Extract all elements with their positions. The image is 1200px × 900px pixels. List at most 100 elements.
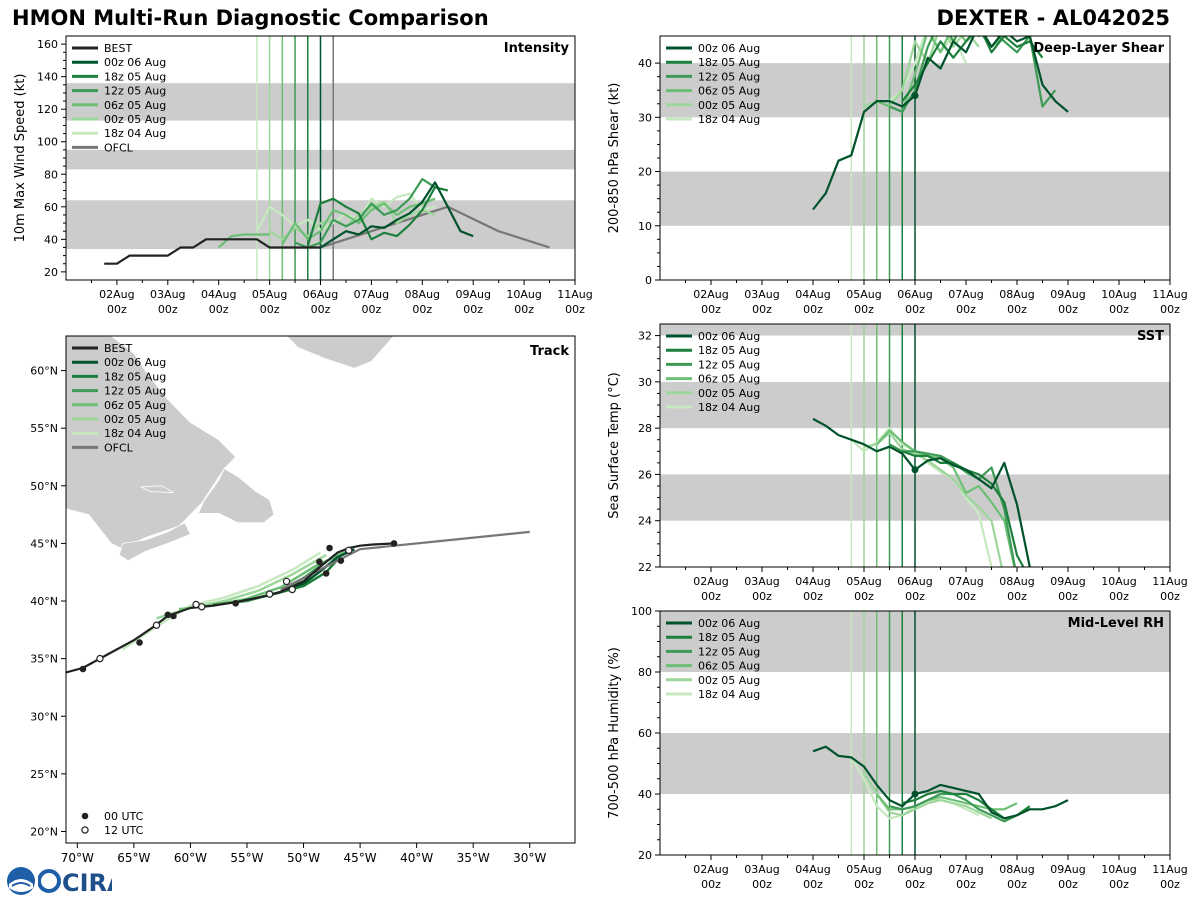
intensity-xtick-sublabel-2: 00z <box>209 303 229 316</box>
sst-xtick-label-3: 05Aug <box>846 575 881 588</box>
shear-xtick-label-3: 05Aug <box>846 288 881 301</box>
shear-xtick-sublabel-6: 00z <box>1007 303 1027 316</box>
track-ytick-label-1: 25°N <box>30 768 58 781</box>
sst-legend-label-3: 06z 05 Aug <box>698 373 760 386</box>
sst-xtick-label-0: 02Aug <box>693 575 728 588</box>
track-xtick-label-0: 70°W <box>61 851 94 865</box>
rh-series-line-1 <box>902 789 1031 820</box>
track-dot-00utc-4 <box>322 570 330 577</box>
track-dot-00utc-6 <box>337 557 345 564</box>
sst-xtick-sublabel-7: 00z <box>1058 590 1078 603</box>
intensity-legend-label-1: 00z 06 Aug <box>104 56 166 69</box>
intensity-legend-label-4: 06z 05 Aug <box>104 99 166 112</box>
rh-xtick-sublabel-7: 00z <box>1058 878 1078 891</box>
rh-xtick-sublabel-6: 00z <box>1007 878 1027 891</box>
sst-ytick-label-4: 30 <box>638 376 652 389</box>
shear-xtick-label-8: 10Aug <box>1101 288 1136 301</box>
cira-logo-icon: CIRA <box>38 869 112 896</box>
track-dot-00utc-7 <box>390 540 398 547</box>
sst-xtick-label-1: 03Aug <box>744 575 779 588</box>
track-legend-label-6: 18z 04 Aug <box>104 427 166 440</box>
track-xtick-label-3: 55°W <box>230 851 263 865</box>
intensity-legend-label-5: 00z 05 Aug <box>104 113 166 126</box>
intensity-series-line-3 <box>294 178 436 249</box>
track-xtick-label-2: 60°W <box>174 851 207 865</box>
sst-xtick-sublabel-2: 00z <box>803 590 823 603</box>
sst-ytick-label-0: 22 <box>638 561 652 574</box>
track-ytick-label-0: 20°N <box>30 825 58 838</box>
intensity-xtick-label-6: 08Aug <box>405 288 440 301</box>
sst-xtick-sublabel-1: 00z <box>752 590 772 603</box>
sst-xtick-sublabel-5: 00z <box>956 590 976 603</box>
track-plot-area <box>66 336 530 674</box>
sst-series-line-4 <box>863 431 1003 567</box>
intensity-plot-area <box>66 36 575 280</box>
intensity-ytick-label-2: 60 <box>44 201 58 214</box>
intensity-ylabel: 10m Max Wind Speed (kt) <box>13 74 28 243</box>
track-ytick-label-8: 60°N <box>30 365 58 378</box>
rh-ytick-label-1: 40 <box>638 788 652 801</box>
shear-xtick-sublabel-5: 00z <box>956 303 976 316</box>
intensity-ytick-label-1: 40 <box>44 233 58 246</box>
track-dot-00utc-9 <box>316 558 323 566</box>
rh-ytick-label-2: 60 <box>638 727 652 740</box>
track-legend-label-0: BEST <box>104 342 132 355</box>
sst-xtick-sublabel-8: 00z <box>1109 590 1129 603</box>
shear-xtick-sublabel-3: 00z <box>854 303 874 316</box>
sst-chart: 22 24 26 28 30 32 02Aug 00z 03Aug 00z 04Aug 00z 05Au… <box>607 323 1188 603</box>
sst-xtick-label-6: 08Aug <box>999 575 1034 588</box>
rh-legend-label-0: 00z 06 Aug <box>698 617 760 630</box>
rh-xtick-sublabel-4: 00z <box>905 878 925 891</box>
shear-plot-area <box>660 36 1170 280</box>
rh-xtick-label-4: 06Aug <box>897 863 932 876</box>
shear-xtick-label-0: 02Aug <box>693 288 728 301</box>
track-xtick-label-5: 45°W <box>344 851 377 865</box>
intensity-ytick-label-0: 20 <box>44 266 58 279</box>
sst-ytick-label-2: 26 <box>638 468 652 481</box>
sst-ylabel: Sea Surface Temp (°C) <box>607 372 622 519</box>
agency-logos: CIRA <box>4 866 112 896</box>
rh-xtick-sublabel-3: 00z <box>854 878 874 891</box>
track-dot-00utc-3 <box>232 600 239 607</box>
track-xtick-label-8: 30°W <box>513 851 546 865</box>
intensity-xtick-sublabel-4: 00z <box>311 303 331 316</box>
rh-xtick-label-8: 10Aug <box>1101 863 1136 876</box>
shear-series-line-0 <box>812 36 1069 211</box>
rh-xtick-sublabel-8: 00z <box>1109 878 1129 891</box>
intensity-xtick-label-9: 11Aug <box>557 288 592 301</box>
shear-xtick-sublabel-9: 00z <box>1160 303 1180 316</box>
track-legend-label-7: OFCL <box>104 441 134 454</box>
rh-legend-label-1: 18z 05 Aug <box>698 631 760 644</box>
rh-xtick-label-3: 05Aug <box>846 863 881 876</box>
intensity-xtick-label-5: 07Aug <box>354 288 389 301</box>
track-xtick-label-7: 35°W <box>457 851 490 865</box>
rh-xtick-sublabel-1: 00z <box>752 878 772 891</box>
intensity-ytick-label-7: 160 <box>37 38 58 51</box>
intensity-xtick-label-7: 09Aug <box>455 288 490 301</box>
track-best-line <box>66 542 395 674</box>
intensity-xtick-label-2: 04Aug <box>201 288 236 301</box>
rh-ytick-label-0: 20 <box>638 849 652 862</box>
shear-legend-label-3: 06z 05 Aug <box>698 85 760 98</box>
shear-xtick-sublabel-2: 00z <box>803 303 823 316</box>
shear-xtick-sublabel-1: 00z <box>752 303 772 316</box>
cira-logo-text: CIRA <box>62 869 112 896</box>
sst-xtick-sublabel-4: 00z <box>905 590 925 603</box>
intensity-legend-label-3: 12z 05 Aug <box>104 85 166 98</box>
rh-xtick-label-0: 02Aug <box>693 863 728 876</box>
sst-ytick-label-3: 28 <box>638 422 652 435</box>
track-ytick-label-7: 55°N <box>30 422 58 435</box>
sst-legend-label-1: 18z 05 Aug <box>698 344 760 357</box>
intensity-series-line-7 <box>320 205 550 249</box>
intensity-legend-label-0: BEST <box>104 42 132 55</box>
track-dot-00utc-1 <box>136 639 143 646</box>
rh-series-line-0 <box>812 745 1069 820</box>
sst-series-line-0 <box>812 417 1032 567</box>
sst-xtick-label-8: 10Aug <box>1101 575 1136 588</box>
track-xtick-label-4: 50°W <box>287 851 320 865</box>
rh-xtick-sublabel-0: 00z <box>701 878 721 891</box>
sst-xtick-label-5: 07Aug <box>948 575 983 588</box>
